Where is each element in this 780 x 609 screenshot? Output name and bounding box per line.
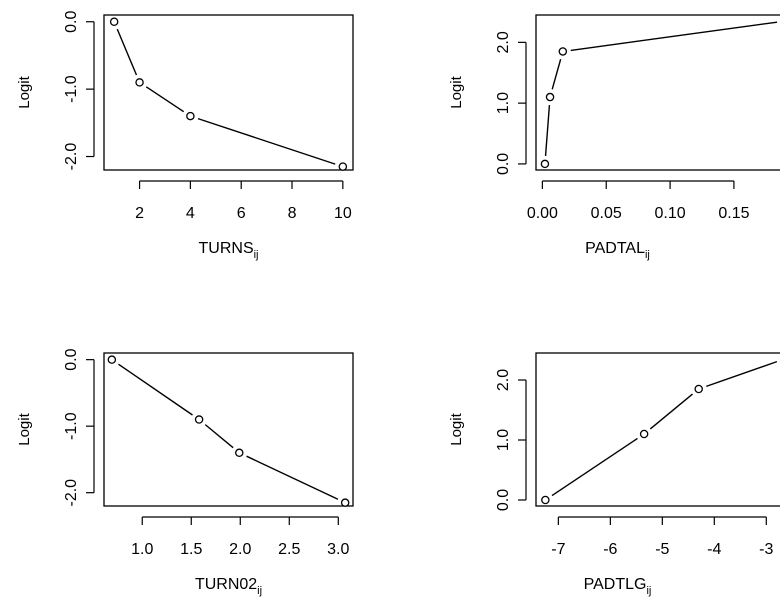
x-tick-label: 1.0 bbox=[131, 541, 153, 558]
data-point bbox=[694, 384, 703, 394]
data-point bbox=[235, 448, 244, 458]
data-point bbox=[558, 47, 568, 56]
y-axis-title: Logit bbox=[16, 412, 33, 445]
series-segment bbox=[246, 455, 339, 500]
series-segment bbox=[197, 117, 336, 165]
series-segment bbox=[706, 360, 778, 388]
y-axis-title: Logit bbox=[448, 75, 465, 108]
x-axis-title: PADTALij bbox=[585, 240, 650, 261]
x-tick-label: -4 bbox=[707, 541, 721, 558]
panel-4: -7 -6 -5 -4 -3 0.0 1.0 2.0 Logit PADTLGij bbox=[448, 352, 780, 597]
x-axis-title: PADTLGij bbox=[584, 576, 652, 597]
x-tick-label: 8 bbox=[288, 205, 297, 222]
data-point bbox=[186, 111, 195, 121]
y-tick-label: 0.0 bbox=[63, 348, 80, 370]
data-point bbox=[340, 498, 350, 507]
x-tick-label: -3 bbox=[759, 541, 773, 558]
x-tick-label: 2.0 bbox=[229, 541, 251, 558]
y-tick-label: 1.0 bbox=[495, 429, 512, 451]
series-segment bbox=[116, 28, 138, 76]
x-tick-label: 0.10 bbox=[655, 205, 686, 222]
y-tick-label: 0.0 bbox=[495, 153, 512, 175]
y-tick-label: 0.0 bbox=[495, 489, 512, 511]
series-segment bbox=[570, 21, 778, 52]
panel-2: 0.00 0.05 0.10 0.15 0.0 1.0 2.0 Logit PADTALij bbox=[448, 14, 780, 261]
y-tick-label: -2.0 bbox=[63, 479, 80, 507]
x-tick-label: 6 bbox=[237, 205, 246, 222]
x-tick-label: 2 bbox=[135, 205, 144, 222]
y-tick-label: -2.0 bbox=[63, 143, 80, 171]
x-tick-label: 1.5 bbox=[180, 541, 202, 558]
series-segment bbox=[649, 393, 693, 430]
panel-1: 2 4 6 8 10 0.0 -1.0 -2.0 Logit TURNSij bbox=[16, 11, 354, 261]
data-point bbox=[135, 78, 144, 87]
plot-frame bbox=[535, 14, 780, 171]
x-tick-label: 10 bbox=[334, 205, 352, 222]
y-tick-label: 1.0 bbox=[495, 92, 512, 114]
series-segment bbox=[145, 86, 185, 113]
series-segment bbox=[204, 424, 234, 449]
y-tick-label: 2.0 bbox=[495, 369, 512, 391]
series-segment bbox=[544, 104, 551, 156]
x-tick-label: -7 bbox=[551, 541, 565, 558]
x-tick-label: 0.05 bbox=[591, 205, 622, 222]
y-tick-label: -1.0 bbox=[63, 412, 80, 440]
plot-frame bbox=[535, 352, 780, 507]
x-tick-label: 4 bbox=[186, 205, 195, 222]
data-point bbox=[109, 17, 119, 26]
data-point bbox=[540, 159, 550, 169]
plot-frame bbox=[103, 352, 354, 507]
x-tick-label: 3.0 bbox=[327, 541, 349, 558]
plot-frame bbox=[103, 14, 354, 171]
data-point bbox=[194, 415, 204, 424]
x-tick-label: 0.15 bbox=[718, 205, 749, 222]
data-point bbox=[545, 92, 555, 102]
x-axis-title: TURNSij bbox=[199, 240, 259, 261]
y-axis-title: Logit bbox=[16, 75, 33, 108]
y-axis-title: Logit bbox=[448, 412, 465, 445]
x-tick-label: -6 bbox=[603, 541, 617, 558]
x-axis-title: TURN02ij bbox=[195, 576, 262, 597]
x-tick-label: 0.00 bbox=[527, 205, 558, 222]
panel-3: 1.0 1.5 2.0 2.5 3.0 0.0 -1.0 -2.0 Logit TURN02ij bbox=[16, 348, 354, 597]
data-point bbox=[338, 162, 348, 171]
data-point bbox=[107, 355, 117, 364]
y-tick-label: 0.0 bbox=[63, 11, 80, 33]
x-tick-label: -5 bbox=[655, 541, 669, 558]
data-point bbox=[639, 429, 649, 439]
series-segment bbox=[118, 363, 193, 416]
data-point bbox=[541, 495, 550, 505]
x-tick-label: 2.5 bbox=[278, 541, 300, 558]
series-segment bbox=[551, 58, 562, 90]
series-segment bbox=[551, 437, 638, 497]
y-tick-label: 2.0 bbox=[495, 31, 512, 53]
y-tick-label: -1.0 bbox=[63, 75, 80, 103]
